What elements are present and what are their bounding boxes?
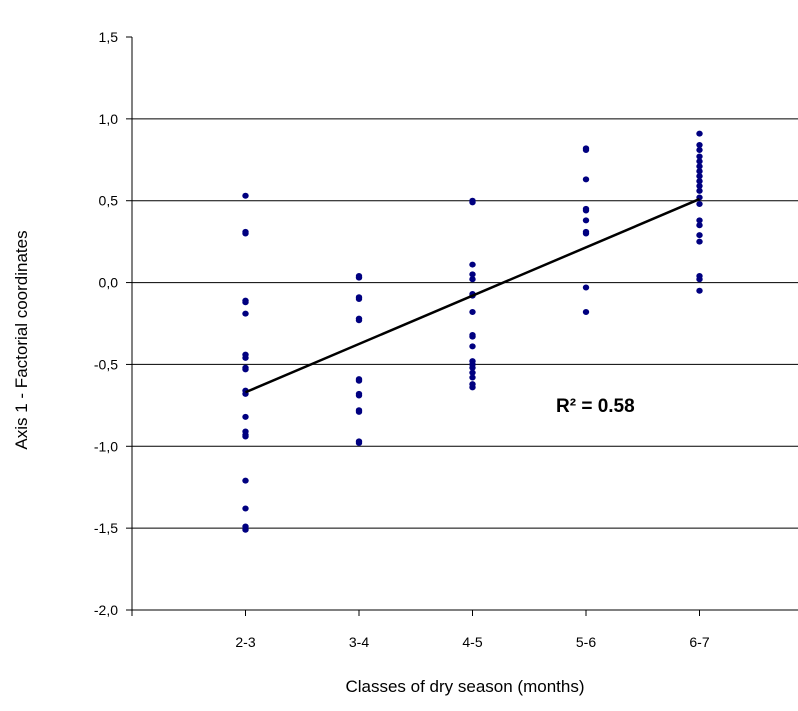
data-point [696, 276, 703, 283]
x-tick-label: 2-3 [235, 634, 255, 650]
data-point [355, 440, 363, 447]
data-point [355, 274, 363, 281]
data-point [696, 142, 703, 149]
data-point [469, 271, 476, 278]
data-point [696, 222, 703, 229]
data-point [355, 408, 363, 415]
y-tick-label: -0,5 [94, 356, 118, 372]
data-point [696, 287, 703, 294]
data-point [242, 433, 249, 440]
data-point [696, 130, 703, 137]
data-point [242, 526, 249, 533]
data-point [469, 364, 476, 371]
data-point [696, 182, 703, 189]
y-tick-label: 0,0 [99, 275, 119, 291]
x-axis-title: Classes of dry season (months) [345, 677, 584, 696]
data-point [582, 146, 590, 153]
data-point [469, 384, 476, 391]
gridlines [132, 118, 798, 529]
data-point [696, 238, 703, 245]
x-tick-label: 6-7 [689, 634, 709, 650]
data-point [696, 200, 703, 207]
x-tick-label: 5-6 [576, 634, 596, 650]
y-axis-title: Axis 1 - Factorial coordinates [12, 230, 31, 449]
data-point [696, 217, 703, 224]
x-tick-label: 3-4 [349, 634, 369, 650]
data-point [355, 392, 363, 399]
data-point [355, 317, 363, 324]
y-tick-label: -1,5 [94, 520, 118, 536]
data-point [469, 309, 476, 316]
data-point [355, 295, 363, 302]
data-point [696, 158, 703, 165]
data-point [582, 309, 590, 316]
data-point [469, 374, 476, 381]
y-tick-label: -1,0 [94, 438, 118, 454]
data-point [582, 217, 590, 224]
data-point [469, 199, 476, 206]
data-point [696, 146, 703, 153]
data-point [582, 284, 590, 291]
r-squared-annotation: R² = 0.58 [556, 396, 635, 417]
y-axis-ticks: -2,0 -1,5 -1,0 -0,5 0,0 0,5 1,0 1,5 [94, 29, 132, 618]
data-point [242, 366, 249, 373]
y-tick-label: -2,0 [94, 602, 118, 618]
data-point [582, 207, 590, 214]
y-tick-label: 1,0 [99, 111, 119, 127]
data-point [696, 178, 703, 185]
data-point [242, 310, 249, 317]
data-point [469, 369, 476, 376]
x-axis-ticks: 2-3 3-4 4-5 5-6 6-7 [131, 610, 710, 650]
data-points [242, 130, 703, 533]
trend-line [245, 197, 700, 394]
data-point [242, 413, 249, 420]
data-point [469, 343, 476, 350]
data-point [355, 377, 363, 384]
data-point [242, 354, 249, 361]
data-point [242, 477, 249, 484]
y-tick-label: 1,5 [99, 29, 119, 45]
x-tick-label: 4-5 [462, 634, 482, 650]
data-point [242, 192, 249, 199]
data-point [582, 230, 590, 237]
data-point [469, 261, 476, 268]
y-tick-label: 0,5 [99, 193, 119, 209]
data-point [242, 230, 249, 237]
data-point [469, 333, 476, 340]
data-point [242, 299, 249, 306]
data-point [469, 276, 476, 283]
data-point [696, 173, 703, 180]
data-point [696, 153, 703, 160]
data-point [696, 163, 703, 170]
data-point [696, 232, 703, 239]
data-point [696, 168, 703, 175]
data-point [582, 176, 590, 183]
data-point [242, 505, 249, 512]
data-point [696, 187, 703, 194]
